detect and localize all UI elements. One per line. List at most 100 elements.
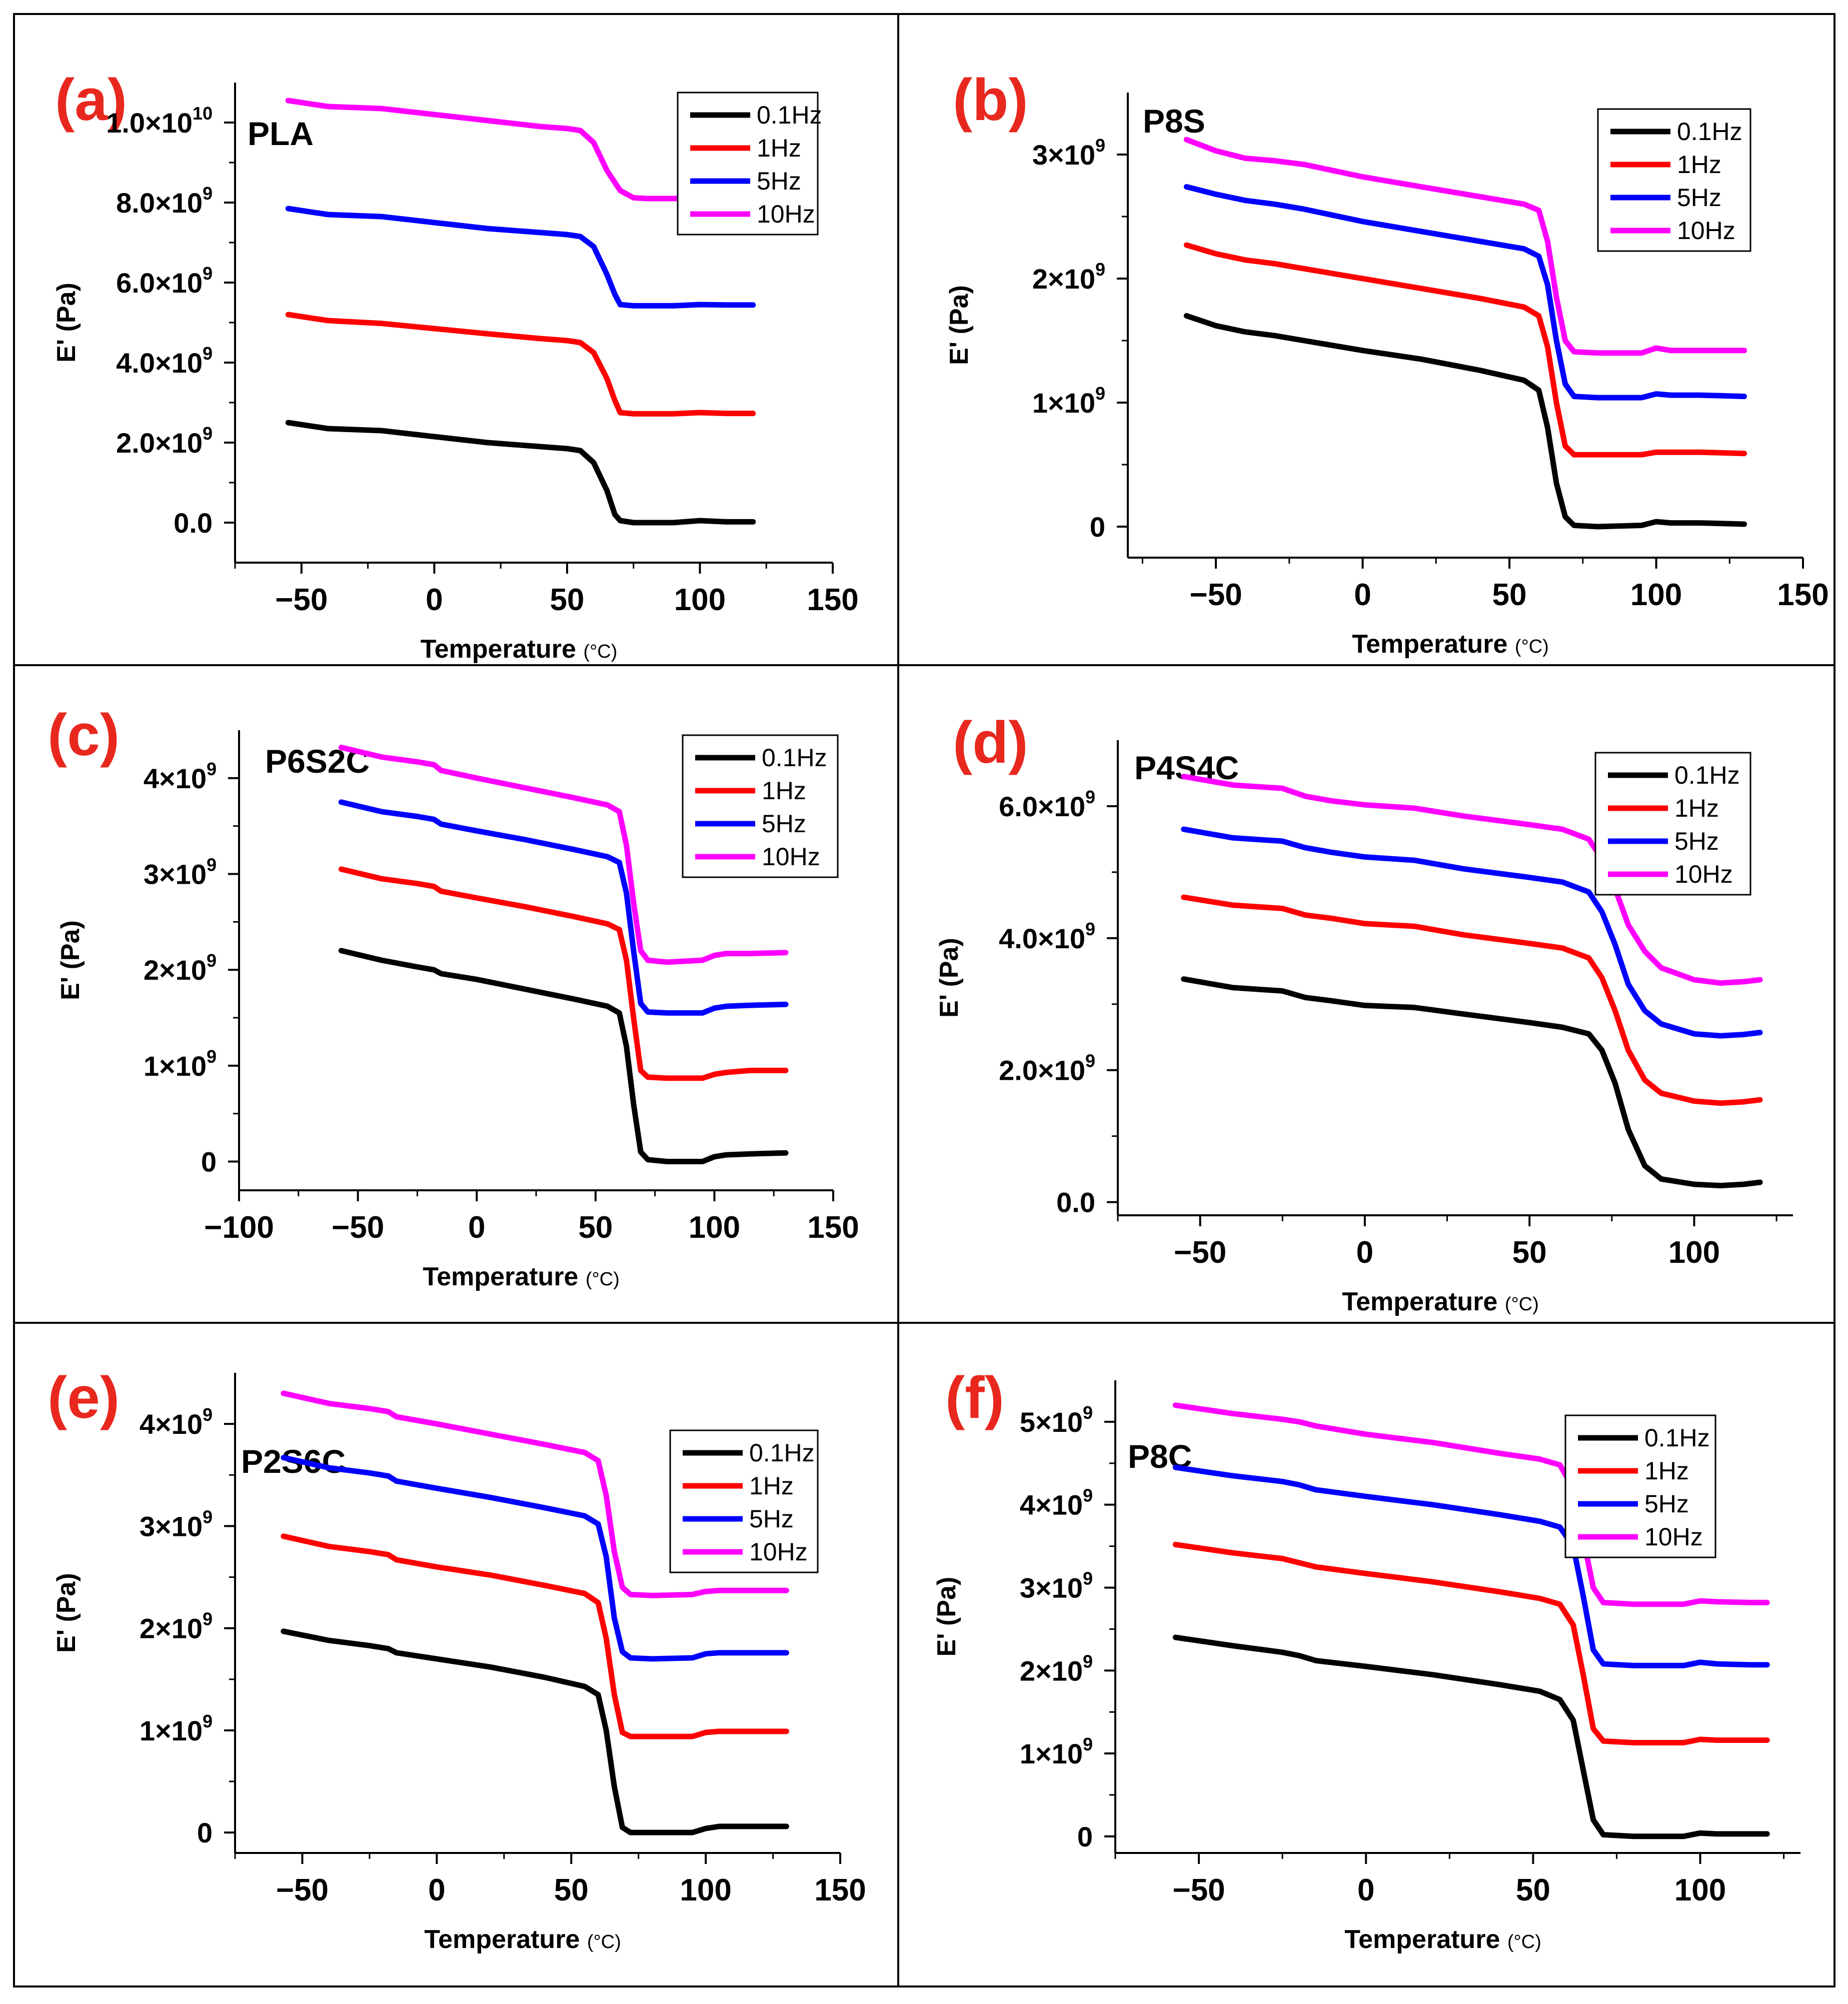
x-axis-unit: (°C) bbox=[587, 1931, 621, 1952]
x-axis-label: Temperature (°C) bbox=[1352, 630, 1549, 659]
y-tick-exponent: 9 bbox=[1085, 919, 1095, 939]
x-tick-label: 0 bbox=[468, 1210, 485, 1245]
y-tick-mantissa: 6.0×10 bbox=[999, 791, 1085, 822]
x-tick-label: 100 bbox=[1668, 1235, 1720, 1270]
x-tick-label: −100 bbox=[204, 1210, 274, 1245]
y-tick-mantissa: 3×10 bbox=[140, 1510, 203, 1542]
x-tick-label: 150 bbox=[807, 583, 858, 617]
y-tick-label: 6.0×109 bbox=[116, 263, 213, 299]
y-tick-label: 1×109 bbox=[1020, 1734, 1093, 1769]
y-tick-label: 4×109 bbox=[144, 759, 217, 794]
legend: 0.1Hz 1Hz 5Hz 10Hz bbox=[669, 1429, 819, 1573]
y-tick-label: 5×109 bbox=[1020, 1402, 1093, 1438]
x-tick-label: 100 bbox=[1674, 1873, 1726, 1907]
y-tick-label: 0 bbox=[1090, 511, 1105, 543]
sample-title: PLA bbox=[248, 115, 314, 152]
x-tick-label: 150 bbox=[1777, 578, 1828, 612]
x-tick-label: 50 bbox=[578, 1210, 613, 1245]
x-axis-unit: (°C) bbox=[586, 1269, 620, 1290]
series-line-1Hz bbox=[281, 1533, 789, 1739]
y-tick-mantissa: 4.0×10 bbox=[999, 923, 1085, 954]
x-axis-unit: (°C) bbox=[1505, 1294, 1539, 1315]
y-axis-label: E' (Pa) bbox=[932, 1577, 961, 1657]
x-tick-label: 150 bbox=[807, 1210, 859, 1245]
y-tick-mantissa: 0.0 bbox=[174, 507, 213, 539]
legend: 0.1Hz 1Hz 5Hz 10Hz bbox=[677, 92, 822, 236]
series-line-5Hz bbox=[285, 206, 756, 309]
legend-entry-label: 0.1Hz bbox=[1677, 118, 1742, 146]
series-line-1Hz bbox=[285, 312, 756, 417]
y-tick-label: 2×109 bbox=[144, 950, 217, 986]
series-line-0_1Hz bbox=[338, 948, 789, 1164]
y-tick-exponent: 9 bbox=[1083, 1485, 1093, 1506]
x-tick-label: 100 bbox=[689, 1210, 740, 1245]
series-line-5Hz bbox=[1181, 826, 1763, 1039]
x-axis-unit: (°C) bbox=[1507, 1931, 1541, 1952]
y-tick-label: 1×109 bbox=[140, 1711, 213, 1746]
series-line-1Hz bbox=[1181, 894, 1763, 1106]
y-tick-mantissa: 1.0×10 bbox=[106, 107, 193, 139]
y-tick-mantissa: 5×10 bbox=[1020, 1406, 1083, 1438]
x-tick-label: −50 bbox=[275, 583, 328, 617]
y-tick-mantissa: 4×10 bbox=[144, 763, 207, 794]
series-line-0_1Hz bbox=[1181, 976, 1763, 1189]
legend-entry-label: 10Hz bbox=[1644, 1523, 1703, 1551]
panel-grid-lines bbox=[13, 13, 1835, 1987]
y-tick-mantissa: 4×10 bbox=[140, 1408, 203, 1440]
series-line-0_1Hz bbox=[285, 420, 756, 526]
y-tick-mantissa: 8.0×10 bbox=[116, 187, 203, 219]
y-tick-label: 4×109 bbox=[140, 1404, 213, 1440]
y-tick-mantissa: 0 bbox=[1077, 1821, 1093, 1852]
x-tick-label: 0 bbox=[428, 1873, 445, 1907]
y-tick-exponent: 9 bbox=[1095, 135, 1105, 156]
y-tick-mantissa: 6.0×10 bbox=[116, 267, 203, 299]
legend-entry-label: 10Hz bbox=[1674, 860, 1733, 888]
panel-label: (e) bbox=[48, 1365, 120, 1431]
x-tick-label: 0 bbox=[1354, 578, 1371, 612]
y-tick-label: 0.0 bbox=[1056, 1187, 1095, 1218]
series-line-5Hz bbox=[281, 1455, 789, 1662]
y-tick-label: 6.0×109 bbox=[999, 787, 1095, 822]
panels: (a)−50 0 50 100 1500.02.0×1094.0×1096.0×1098… bbox=[48, 67, 1829, 1954]
y-tick-label: 0.0 bbox=[174, 507, 213, 539]
chart-panel-e: (e)−50 0 50 100 15001×1092×1093×1094×109Temp… bbox=[48, 1365, 866, 1954]
y-tick-exponent: 9 bbox=[203, 1404, 213, 1425]
y-tick-exponent: 9 bbox=[203, 263, 213, 284]
legend-entry-label: 0.1Hz bbox=[1674, 761, 1740, 789]
y-tick-exponent: 9 bbox=[1083, 1568, 1093, 1588]
x-axis-label: Temperature (°C) bbox=[1342, 1287, 1539, 1316]
y-tick-exponent: 9 bbox=[1083, 1651, 1093, 1671]
legend: 0.1Hz 1Hz 5Hz 10Hz bbox=[1597, 108, 1751, 252]
x-tick-label: 50 bbox=[1492, 578, 1527, 612]
legend-entry-label: 10Hz bbox=[757, 200, 815, 228]
panel-label: (f) bbox=[945, 1365, 1004, 1431]
sample-title: P8S bbox=[1143, 103, 1205, 140]
legend-entry-label: 0.1Hz bbox=[762, 744, 827, 772]
y-tick-label: 2.0×109 bbox=[116, 423, 213, 459]
y-tick-exponent: 9 bbox=[1085, 1051, 1095, 1071]
y-axis-label: E' (Pa) bbox=[945, 285, 974, 365]
y-tick-label: 2.0×109 bbox=[999, 1051, 1095, 1086]
legend-entry-label: 10Hz bbox=[762, 843, 820, 871]
y-axis-label: E' (Pa) bbox=[52, 1573, 81, 1653]
series-line-10Hz bbox=[285, 98, 703, 202]
x-tick-label: 100 bbox=[680, 1873, 731, 1907]
x-tick-label: −50 bbox=[1172, 1873, 1225, 1907]
x-tick-label: −50 bbox=[1174, 1235, 1226, 1270]
y-tick-label: 4.0×109 bbox=[999, 919, 1095, 954]
legend-entry-label: 5Hz bbox=[1677, 184, 1721, 212]
y-tick-exponent: 9 bbox=[1095, 383, 1105, 404]
legend-entry-label: 1Hz bbox=[757, 134, 801, 162]
y-tick-label: 1×109 bbox=[1032, 383, 1105, 419]
x-axis-unit: (°C) bbox=[583, 641, 617, 662]
y-tick-mantissa: 0 bbox=[197, 1817, 213, 1848]
chart-panel-f: (f)−50 0 50 10001×1092×1093×1094×1095×109Te… bbox=[932, 1365, 1800, 1954]
x-tick-label: 50 bbox=[1512, 1235, 1547, 1270]
x-tick-label: 100 bbox=[1630, 578, 1682, 612]
y-tick-mantissa: 0 bbox=[1090, 511, 1105, 543]
series-line-1Hz bbox=[1183, 242, 1747, 458]
y-tick-mantissa: 1×10 bbox=[140, 1715, 203, 1746]
x-tick-label: −50 bbox=[1190, 578, 1242, 612]
y-tick-mantissa: 2×10 bbox=[1032, 263, 1095, 295]
y-tick-label: 0 bbox=[201, 1146, 217, 1178]
